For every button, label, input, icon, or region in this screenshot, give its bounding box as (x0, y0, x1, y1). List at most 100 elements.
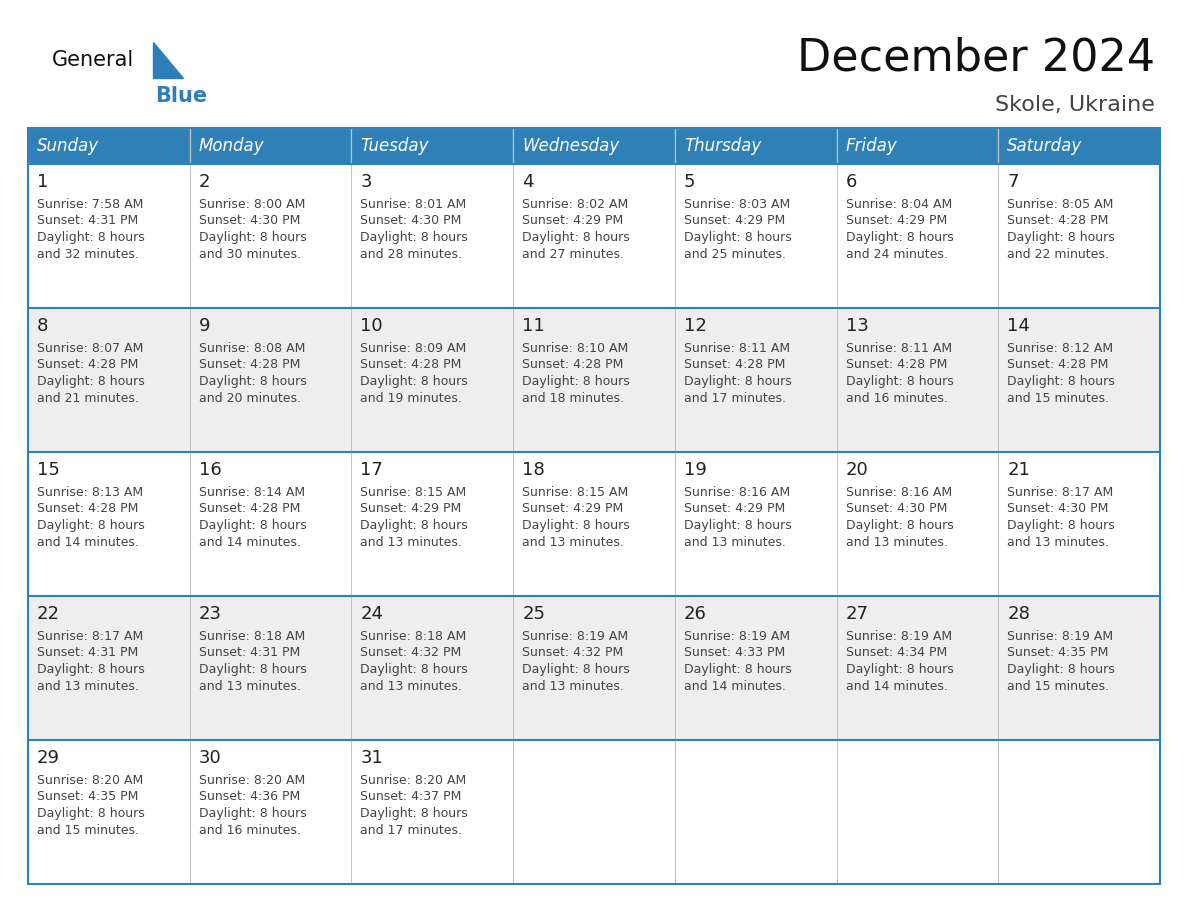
Text: Sunrise: 8:03 AM: Sunrise: 8:03 AM (684, 197, 790, 210)
Bar (29, 740, 190, 884)
Text: Sunrise: 8:20 AM: Sunrise: 8:20 AM (37, 774, 144, 787)
Bar (998, 452, 1159, 596)
Bar (190, 164, 352, 308)
Text: Saturday: Saturday (1007, 137, 1082, 155)
Bar (190, 740, 352, 884)
Text: 26: 26 (684, 605, 707, 623)
Text: Sunset: 4:28 PM: Sunset: 4:28 PM (846, 359, 947, 372)
Text: 9: 9 (198, 317, 210, 335)
Text: Sunset: 4:35 PM: Sunset: 4:35 PM (37, 790, 138, 803)
Text: December 2024: December 2024 (797, 37, 1155, 80)
Text: Daylight: 8 hours: Daylight: 8 hours (360, 375, 468, 388)
Text: Sunrise: 8:00 AM: Sunrise: 8:00 AM (198, 197, 305, 210)
Text: 24: 24 (360, 605, 384, 623)
Text: Tuesday: Tuesday (360, 137, 429, 155)
Text: Daylight: 8 hours: Daylight: 8 hours (523, 664, 630, 677)
Text: Daylight: 8 hours: Daylight: 8 hours (360, 520, 468, 532)
Text: Daylight: 8 hours: Daylight: 8 hours (1007, 664, 1116, 677)
Text: Sunrise: 8:17 AM: Sunrise: 8:17 AM (37, 630, 144, 643)
Text: Sunset: 4:28 PM: Sunset: 4:28 PM (1007, 359, 1108, 372)
Text: Sunrise: 8:18 AM: Sunrise: 8:18 AM (198, 630, 305, 643)
Text: Sunrise: 8:04 AM: Sunrise: 8:04 AM (846, 197, 952, 210)
Text: Sunrise: 8:16 AM: Sunrise: 8:16 AM (684, 486, 790, 498)
Text: Sunset: 4:32 PM: Sunset: 4:32 PM (523, 646, 624, 659)
Text: and 30 minutes.: and 30 minutes. (198, 249, 301, 262)
Text: 17: 17 (360, 461, 384, 479)
Bar (836, 128, 998, 164)
Text: and 14 minutes.: and 14 minutes. (37, 536, 139, 550)
Bar (998, 308, 1159, 452)
Text: Sunset: 4:29 PM: Sunset: 4:29 PM (684, 502, 785, 516)
Bar (675, 128, 836, 164)
Text: Daylight: 8 hours: Daylight: 8 hours (360, 664, 468, 677)
Text: and 13 minutes.: and 13 minutes. (37, 680, 139, 693)
Text: Sunrise: 8:19 AM: Sunrise: 8:19 AM (684, 630, 790, 643)
Text: and 15 minutes.: and 15 minutes. (37, 824, 139, 837)
Text: Sunset: 4:29 PM: Sunset: 4:29 PM (360, 502, 462, 516)
Text: Sunset: 4:30 PM: Sunset: 4:30 PM (360, 215, 462, 228)
Text: Daylight: 8 hours: Daylight: 8 hours (523, 520, 630, 532)
Text: Daylight: 8 hours: Daylight: 8 hours (37, 375, 145, 388)
Text: Daylight: 8 hours: Daylight: 8 hours (523, 375, 630, 388)
Text: 21: 21 (1007, 461, 1030, 479)
Text: 2: 2 (198, 173, 210, 191)
Text: Sunset: 4:32 PM: Sunset: 4:32 PM (360, 646, 462, 659)
Bar (190, 128, 352, 164)
Text: 28: 28 (1007, 605, 1030, 623)
Text: Sunset: 4:30 PM: Sunset: 4:30 PM (846, 502, 947, 516)
Text: Sunrise: 8:19 AM: Sunrise: 8:19 AM (846, 630, 952, 643)
Bar (29, 308, 190, 452)
Text: and 13 minutes.: and 13 minutes. (684, 536, 785, 550)
Text: and 13 minutes.: and 13 minutes. (523, 536, 624, 550)
Bar (998, 164, 1159, 308)
Text: 6: 6 (846, 173, 857, 191)
Bar (352, 596, 513, 740)
Text: 22: 22 (37, 605, 61, 623)
Bar (675, 596, 836, 740)
Text: 3: 3 (360, 173, 372, 191)
Text: 1: 1 (37, 173, 49, 191)
Text: Sunset: 4:28 PM: Sunset: 4:28 PM (37, 502, 138, 516)
Text: 4: 4 (523, 173, 533, 191)
Text: and 17 minutes.: and 17 minutes. (360, 824, 462, 837)
Text: 19: 19 (684, 461, 707, 479)
Text: Sunrise: 8:11 AM: Sunrise: 8:11 AM (846, 341, 952, 354)
Text: 25: 25 (523, 605, 545, 623)
Bar (29, 128, 190, 164)
Text: 18: 18 (523, 461, 545, 479)
Bar (836, 308, 998, 452)
Text: and 13 minutes.: and 13 minutes. (1007, 536, 1110, 550)
Text: Daylight: 8 hours: Daylight: 8 hours (684, 231, 791, 244)
Bar (836, 740, 998, 884)
Text: Sunrise: 8:01 AM: Sunrise: 8:01 AM (360, 197, 467, 210)
Text: Sunset: 4:28 PM: Sunset: 4:28 PM (1007, 215, 1108, 228)
Text: Daylight: 8 hours: Daylight: 8 hours (684, 520, 791, 532)
Text: and 20 minutes.: and 20 minutes. (198, 393, 301, 406)
Bar (513, 128, 675, 164)
Bar (352, 452, 513, 596)
Text: Sunrise: 8:15 AM: Sunrise: 8:15 AM (360, 486, 467, 498)
Text: and 13 minutes.: and 13 minutes. (523, 680, 624, 693)
Bar (836, 164, 998, 308)
Text: and 13 minutes.: and 13 minutes. (198, 680, 301, 693)
Text: Daylight: 8 hours: Daylight: 8 hours (198, 231, 307, 244)
Text: Sunrise: 8:05 AM: Sunrise: 8:05 AM (1007, 197, 1113, 210)
Text: Daylight: 8 hours: Daylight: 8 hours (37, 520, 145, 532)
Text: Daylight: 8 hours: Daylight: 8 hours (846, 520, 953, 532)
Text: and 15 minutes.: and 15 minutes. (1007, 680, 1110, 693)
Text: Sunday: Sunday (37, 137, 99, 155)
Text: 14: 14 (1007, 317, 1030, 335)
Bar (29, 164, 190, 308)
Text: Sunrise: 8:20 AM: Sunrise: 8:20 AM (198, 774, 305, 787)
Text: Sunrise: 8:12 AM: Sunrise: 8:12 AM (1007, 341, 1113, 354)
Text: Daylight: 8 hours: Daylight: 8 hours (846, 231, 953, 244)
Text: Sunrise: 8:14 AM: Sunrise: 8:14 AM (198, 486, 305, 498)
Text: General: General (52, 50, 134, 70)
Text: Sunset: 4:35 PM: Sunset: 4:35 PM (1007, 646, 1108, 659)
Text: Sunset: 4:31 PM: Sunset: 4:31 PM (37, 646, 138, 659)
Text: Sunset: 4:29 PM: Sunset: 4:29 PM (846, 215, 947, 228)
Text: and 14 minutes.: and 14 minutes. (846, 680, 948, 693)
Text: Daylight: 8 hours: Daylight: 8 hours (1007, 520, 1116, 532)
Bar (352, 164, 513, 308)
Bar (29, 596, 190, 740)
